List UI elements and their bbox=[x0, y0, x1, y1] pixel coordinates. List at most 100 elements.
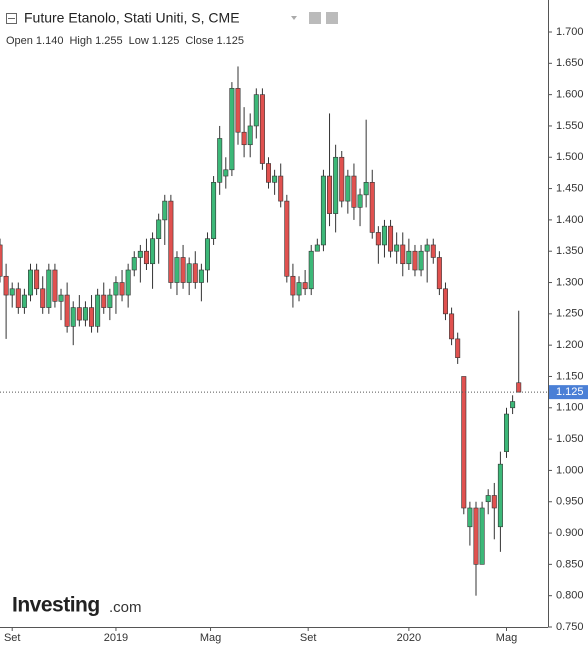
candle-body bbox=[266, 163, 272, 183]
legend-label: High bbox=[69, 35, 92, 47]
candle-body bbox=[21, 294, 27, 308]
candle-body bbox=[198, 269, 204, 283]
candle-body bbox=[180, 257, 186, 283]
y-tick-label: 0.800 bbox=[556, 590, 584, 602]
dropdown-icon[interactable] bbox=[291, 16, 297, 20]
candle-body bbox=[211, 182, 217, 239]
candle-body bbox=[259, 94, 265, 164]
y-tick-label: 1.400 bbox=[556, 214, 584, 226]
candle-body bbox=[351, 175, 357, 208]
y-tick-label: 1.250 bbox=[556, 308, 584, 320]
candle-body bbox=[327, 175, 333, 214]
candle-body bbox=[143, 250, 149, 265]
candle-body bbox=[131, 257, 137, 271]
candle-body bbox=[345, 175, 351, 202]
candle-body bbox=[375, 232, 381, 246]
candle-body bbox=[290, 275, 296, 296]
legend-value: 1.140 bbox=[36, 35, 64, 47]
y-tick-label: 0.950 bbox=[556, 496, 584, 508]
candle-body bbox=[296, 282, 302, 296]
candle-body bbox=[119, 282, 125, 296]
plot-area bbox=[0, 66, 548, 596]
candle-body bbox=[491, 495, 497, 509]
candle-body bbox=[174, 257, 180, 283]
candle-body bbox=[217, 138, 223, 183]
logo-suffix: .com bbox=[109, 599, 142, 616]
last-price-badge bbox=[549, 385, 588, 400]
candle-body bbox=[82, 307, 88, 321]
legend-value: 1.125 bbox=[216, 35, 244, 47]
candle-body bbox=[449, 313, 455, 340]
candle-body bbox=[479, 507, 485, 565]
y-tick-label: 1.450 bbox=[556, 182, 584, 194]
y-tick-label: 1.300 bbox=[556, 276, 584, 288]
y-tick-label: 1.150 bbox=[556, 370, 584, 382]
y-tick-label: 1.650 bbox=[556, 57, 584, 69]
candle-body bbox=[58, 294, 64, 302]
candle-body bbox=[418, 250, 424, 271]
candle-body bbox=[320, 175, 326, 246]
candle-body bbox=[461, 376, 467, 509]
candle-body bbox=[235, 88, 241, 133]
candle-body bbox=[473, 507, 479, 565]
header-background bbox=[0, 4, 340, 50]
candle-body bbox=[357, 194, 363, 208]
candle-body bbox=[442, 288, 448, 315]
candle-body bbox=[272, 175, 278, 183]
candle-body bbox=[186, 263, 192, 283]
candle-body bbox=[314, 244, 320, 252]
candle-body bbox=[192, 263, 198, 283]
candle-body bbox=[46, 269, 52, 308]
y-tick-label: 1.200 bbox=[556, 339, 584, 351]
candle-body bbox=[162, 200, 168, 221]
last-price-label: 1.125 bbox=[556, 386, 584, 398]
candle-body bbox=[485, 495, 491, 503]
candle-body bbox=[400, 244, 406, 265]
x-tick-label: 2019 bbox=[104, 632, 128, 644]
legend-value: 1.255 bbox=[95, 35, 123, 47]
candle-body bbox=[137, 250, 143, 258]
candle-body bbox=[436, 257, 442, 290]
y-tick-label: 1.500 bbox=[556, 151, 584, 163]
candle-body bbox=[168, 200, 174, 283]
y-tick-label: 1.700 bbox=[556, 26, 584, 38]
candle-body bbox=[339, 156, 345, 202]
legend-value: 1.125 bbox=[152, 35, 180, 47]
candle-body bbox=[229, 88, 235, 171]
candle-body bbox=[284, 200, 290, 277]
x-tick-label: Set bbox=[300, 632, 317, 644]
candle-body bbox=[9, 288, 15, 296]
x-tick-label: 2020 bbox=[397, 632, 421, 644]
y-tick-label: 0.850 bbox=[556, 558, 584, 570]
candle-body bbox=[107, 294, 113, 308]
candle-body bbox=[467, 507, 473, 528]
candle-body bbox=[95, 294, 101, 327]
candle-body bbox=[369, 182, 375, 233]
candle-body bbox=[504, 413, 510, 452]
candle-body bbox=[430, 244, 436, 258]
candle-body bbox=[34, 269, 40, 290]
candle-body bbox=[113, 282, 119, 296]
legend-label: Open bbox=[6, 35, 33, 47]
logo: Investing .com bbox=[12, 594, 142, 617]
candle-body bbox=[156, 219, 162, 239]
settings-icon[interactable] bbox=[326, 12, 338, 24]
candle-body bbox=[394, 244, 400, 252]
candle-body bbox=[381, 225, 387, 246]
logo-name: Investing bbox=[12, 594, 100, 617]
candle-body bbox=[64, 294, 70, 327]
y-tick-label: 1.550 bbox=[556, 120, 584, 132]
x-tick-label: Mag bbox=[200, 632, 221, 644]
y-tick-label: 0.750 bbox=[556, 621, 584, 633]
candle-body bbox=[388, 225, 394, 252]
candle-body bbox=[510, 401, 516, 409]
candle-body bbox=[516, 382, 522, 393]
ohlc-legend: Open 1.140 High 1.255 Low 1.125 Close 1.125 bbox=[6, 35, 244, 47]
candle-body bbox=[302, 282, 308, 290]
candle-body bbox=[363, 182, 369, 196]
y-tick-label: 1.350 bbox=[556, 245, 584, 257]
candle-body bbox=[412, 250, 418, 271]
visibility-icon[interactable] bbox=[309, 12, 321, 24]
